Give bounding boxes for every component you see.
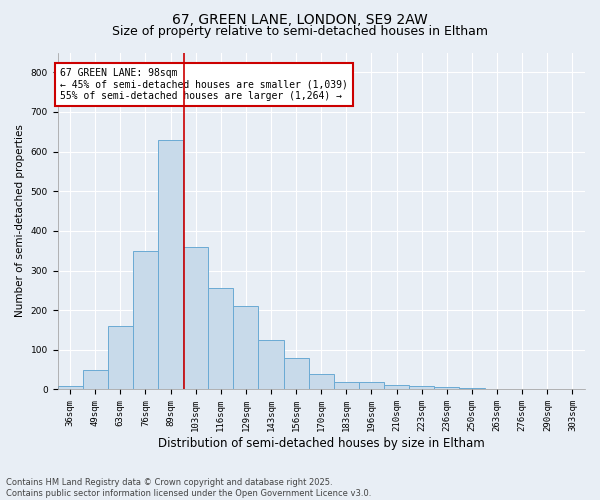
Bar [83, 370, 108, 390]
Bar [434, 388, 460, 390]
Bar [259, 340, 284, 390]
X-axis label: Distribution of semi-detached houses by size in Eltham: Distribution of semi-detached houses by … [158, 437, 485, 450]
Bar [384, 384, 409, 390]
Bar [133, 250, 158, 390]
Text: 67, GREEN LANE, LONDON, SE9 2AW: 67, GREEN LANE, LONDON, SE9 2AW [172, 12, 428, 26]
Bar [108, 326, 133, 390]
Text: Contains HM Land Registry data © Crown copyright and database right 2025.
Contai: Contains HM Land Registry data © Crown c… [6, 478, 371, 498]
Y-axis label: Number of semi-detached properties: Number of semi-detached properties [15, 124, 25, 318]
Bar [284, 358, 309, 390]
Bar [309, 374, 334, 390]
Text: 67 GREEN LANE: 98sqm
← 45% of semi-detached houses are smaller (1,039)
55% of se: 67 GREEN LANE: 98sqm ← 45% of semi-detac… [60, 68, 348, 101]
Bar [208, 288, 233, 390]
Bar [409, 386, 434, 390]
Bar [58, 386, 83, 390]
Text: Size of property relative to semi-detached houses in Eltham: Size of property relative to semi-detach… [112, 25, 488, 38]
Bar [460, 388, 485, 390]
Bar [233, 306, 259, 390]
Bar [334, 382, 359, 390]
Bar [359, 382, 384, 390]
Bar [158, 140, 183, 390]
Bar [183, 247, 208, 390]
